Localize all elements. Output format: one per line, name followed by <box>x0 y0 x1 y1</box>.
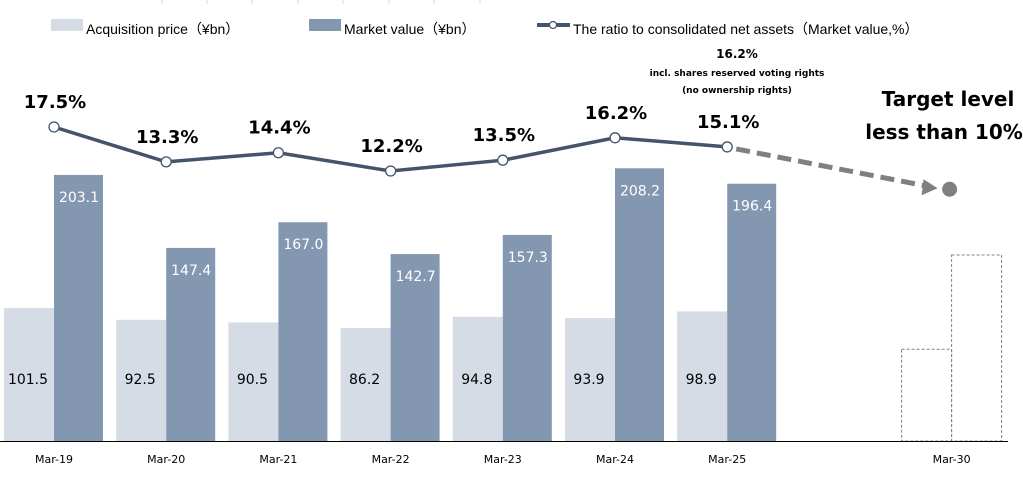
annotation: 16.2% incl. shares reserved voting right… <box>650 47 825 96</box>
legend-marker-ratio <box>548 20 558 30</box>
ratio-point-Mar-25 <box>721 141 733 153</box>
label-acquisition-Mar-23: 94.8 <box>461 372 492 388</box>
label-market-Mar-22: 142.7 <box>396 269 436 285</box>
bars: 101.5 203.1 92.5 147.4 90.5 167.0 86.2 142.7 94.… <box>4 168 1003 442</box>
label-acquisition-Mar-22: 86.2 <box>349 372 380 388</box>
forecast-dashed-line <box>735 146 929 189</box>
legend-swatch-acquisition <box>51 19 83 31</box>
target-text-line1: Target level <box>882 87 1015 111</box>
label-market-Mar-21: 167.0 <box>283 237 323 253</box>
ratio-point-Mar-23 <box>497 154 509 166</box>
legend: Acquisition price（¥bn） Market value（¥bn）… <box>51 19 919 37</box>
x-tick-Mar-19: Mar-19 <box>35 453 73 466</box>
label-market-Mar-20: 147.4 <box>171 263 211 279</box>
x-tick-Mar-20: Mar-20 <box>147 453 185 466</box>
label-acquisition-Mar-20: 92.5 <box>125 372 156 388</box>
ratio-label-Mar-20: 13.3% <box>136 127 198 148</box>
legend-label-acquisition: Acquisition price（¥bn） <box>86 21 239 37</box>
annotation-line2: (no ownership rights) <box>682 86 792 96</box>
bar-market-Mar-20 <box>166 247 216 441</box>
target-text-line2: less than 10% <box>865 120 1023 144</box>
bar-acquisition-Mar-25 <box>677 311 728 441</box>
bar-acquisition-Mar-24 <box>565 317 615 441</box>
legend-swatch-market <box>309 19 341 31</box>
annotation-line1: incl. shares reserved voting rights <box>650 69 825 79</box>
bar-acquisition-Mar-22 <box>340 328 391 441</box>
annotation-value: 16.2% <box>716 47 758 61</box>
legend-label-ratio: The ratio to consolidated net assets（Mar… <box>573 21 919 37</box>
ratio-point-Mar-24 <box>609 132 621 144</box>
bar-target-acquisition <box>901 348 953 442</box>
label-market-Mar-23: 157.3 <box>508 250 548 266</box>
x-tick-Mar-30: Mar-30 <box>933 453 971 466</box>
label-acquisition-Mar-24: 93.9 <box>573 372 604 388</box>
label-market-Mar-24: 208.2 <box>620 183 660 199</box>
bar-acquisition-Mar-23 <box>452 316 503 441</box>
ratio-label-Mar-21: 14.4% <box>248 118 310 139</box>
ratio-label-Mar-19: 17.5% <box>24 92 86 113</box>
bar-market-Mar-23 <box>502 234 552 441</box>
forecast-arrowhead <box>921 179 938 196</box>
bar-market-Mar-19 <box>54 174 103 441</box>
ratio-label-Mar-22: 12.2% <box>360 136 422 157</box>
bar-market-Mar-22 <box>390 254 440 441</box>
label-market-Mar-19: 203.1 <box>59 190 99 206</box>
ratio-point-Mar-22 <box>384 165 397 177</box>
ratio-point-Mar-21 <box>272 147 285 159</box>
top-tick-marks <box>161 0 481 4</box>
bar-acquisition-Mar-19 <box>4 308 54 441</box>
ratio-label-Mar-25: 15.1% <box>697 112 759 133</box>
label-acquisition-Mar-25: 98.9 <box>686 372 717 388</box>
x-tick-Mar-23: Mar-23 <box>484 453 522 466</box>
label-acquisition-Mar-19: 101.5 <box>8 372 48 388</box>
x-tick-labels: Mar-19 Mar-20 Mar-21 Mar-22 Mar-23 Mar-24 Mar-… <box>35 453 971 466</box>
ratio-point-Mar-20 <box>160 156 172 168</box>
ratio-label-Mar-24: 16.2% <box>585 103 647 124</box>
x-tick-Mar-25: Mar-25 <box>708 453 746 466</box>
bar-acquisition-Mar-21 <box>228 322 279 441</box>
ratio-point-Mar-19 <box>48 121 60 133</box>
bar-market-Mar-24 <box>615 168 664 441</box>
x-tick-Mar-22: Mar-22 <box>372 453 410 466</box>
target-point <box>942 181 958 197</box>
label-acquisition-Mar-21: 90.5 <box>237 372 268 388</box>
bar-target-market <box>951 254 1003 442</box>
bar-market-Mar-21 <box>278 222 328 441</box>
bar-market-Mar-25 <box>727 183 777 441</box>
x-tick-Mar-21: Mar-21 <box>259 453 297 466</box>
ratio-label-Mar-23: 13.5% <box>473 125 535 146</box>
label-market-Mar-25: 196.4 <box>732 199 772 215</box>
bar-acquisition-Mar-20 <box>116 319 167 441</box>
legend-label-market: Market value（¥bn） <box>344 21 476 37</box>
x-tick-Mar-24: Mar-24 <box>596 453 634 466</box>
ratio-line: 17.5% 13.3% 14.4% 12.2% 13.5% 16.2% 15.1% <box>24 92 958 197</box>
